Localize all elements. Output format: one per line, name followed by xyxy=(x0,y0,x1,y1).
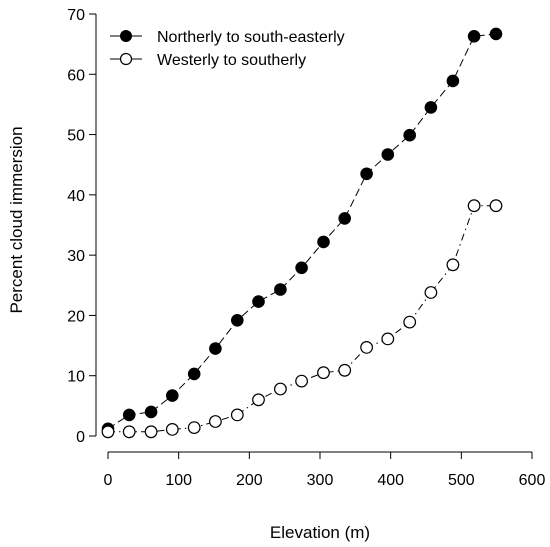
data-point xyxy=(424,286,438,299)
series-westerly xyxy=(101,199,503,439)
data-point xyxy=(360,341,374,354)
data-point xyxy=(187,421,201,435)
data-point xyxy=(274,283,287,296)
data-point xyxy=(360,167,373,181)
data-point xyxy=(144,425,158,439)
y-tick-label: 10 xyxy=(67,369,85,386)
data-point xyxy=(230,408,244,422)
y-tick-label: 0 xyxy=(76,429,85,446)
y-tick-label: 40 xyxy=(67,188,85,205)
axes: 0 10 20 30 40 50 60 70 0 100 200 300 400 500 600 xyxy=(67,7,545,489)
x-tick-label: 0 xyxy=(104,472,113,489)
data-point xyxy=(231,314,244,327)
legend: Northerly to south-easterly Westerly to … xyxy=(110,29,345,69)
series-line xyxy=(107,33,497,430)
data-point xyxy=(144,405,158,419)
data-point xyxy=(122,425,136,439)
y-tick-label: 30 xyxy=(67,248,85,265)
data-point xyxy=(252,393,265,407)
data-point xyxy=(317,235,330,249)
y-axis-title: Percent cloud immersion xyxy=(7,126,26,313)
legend-marker-northerly xyxy=(120,30,132,42)
data-point xyxy=(295,261,308,275)
data-point xyxy=(489,27,503,41)
data-point xyxy=(381,148,395,161)
data-point xyxy=(489,199,503,213)
legend-label-northerly: Northerly to south-easterly xyxy=(157,29,345,46)
x-tick-label: 400 xyxy=(377,472,404,489)
plot-series xyxy=(101,27,503,439)
y-tick-label: 60 xyxy=(67,67,85,84)
x-axis-title: Elevation (m) xyxy=(270,523,370,542)
data-point xyxy=(467,199,481,213)
data-point xyxy=(403,128,417,142)
data-point xyxy=(446,258,460,272)
x-tick-label: 200 xyxy=(236,472,263,489)
data-point xyxy=(209,342,222,355)
data-point xyxy=(446,74,460,88)
data-point xyxy=(467,30,481,43)
data-point xyxy=(208,415,222,428)
series-northerly xyxy=(101,27,503,436)
data-point xyxy=(252,295,265,308)
x-tick-label: 300 xyxy=(307,472,334,489)
legend-label-westerly: Westerly to southerly xyxy=(157,52,306,69)
data-point xyxy=(122,408,136,422)
x-tick-label: 500 xyxy=(448,472,475,489)
data-point xyxy=(187,367,201,381)
data-point xyxy=(274,382,287,396)
data-point xyxy=(101,425,115,439)
data-point xyxy=(166,389,179,402)
x-tick-label: 600 xyxy=(519,472,546,489)
data-point xyxy=(317,366,330,380)
data-point xyxy=(403,315,417,329)
y-tick-label: 20 xyxy=(67,308,85,325)
x-tick-label: 100 xyxy=(165,472,192,489)
data-point xyxy=(424,101,438,114)
series-line xyxy=(108,205,496,433)
x-axis-ticks: 0 100 200 300 400 500 600 xyxy=(104,452,546,489)
y-tick-label: 50 xyxy=(67,128,85,145)
legend-marker-westerly xyxy=(119,52,133,66)
data-point xyxy=(338,212,352,225)
data-point xyxy=(165,423,179,436)
data-point xyxy=(381,332,395,346)
y-axis-ticks: 0 10 20 30 40 50 60 70 xyxy=(67,7,96,446)
data-point xyxy=(338,363,352,377)
data-point xyxy=(295,374,309,388)
y-tick-label: 70 xyxy=(67,7,85,24)
